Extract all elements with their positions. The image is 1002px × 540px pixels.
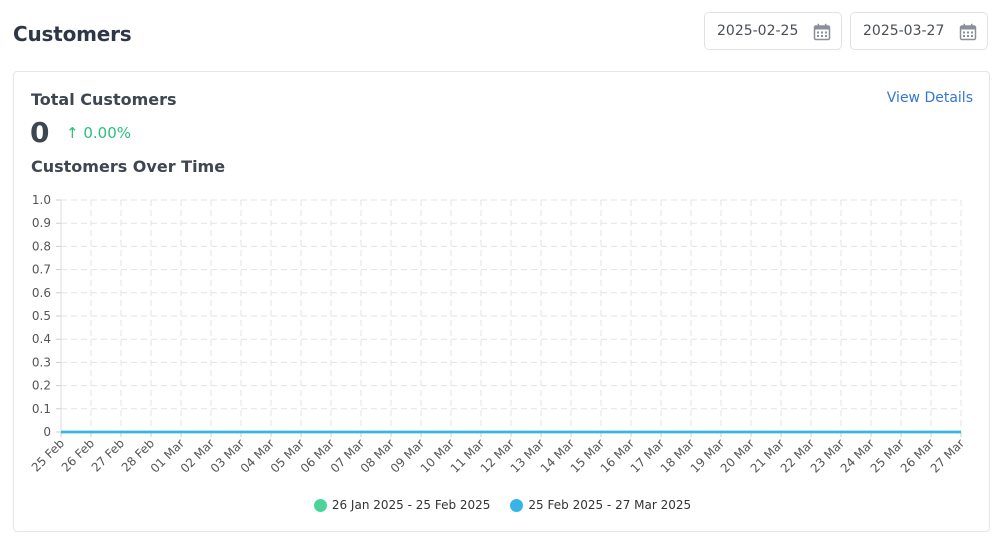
x-tick-label: 25 Feb	[29, 436, 67, 474]
chart-title: Customers Over Time	[31, 157, 226, 176]
y-tick-label: 0.5	[32, 309, 51, 323]
start-date-input[interactable]: 2025-02-25	[704, 12, 842, 50]
change-percentage: ↑ 0.00%	[66, 124, 131, 142]
legend-item[interactable]: 26 Jan 2025 - 25 Feb 2025	[313, 498, 491, 512]
calendar-icon[interactable]	[959, 23, 977, 41]
y-tick-label: 0.7	[32, 263, 51, 277]
legend-label: 25 Feb 2025 - 27 Mar 2025	[528, 498, 692, 512]
customers-line-chart: 1.0 0.9 0.8 0.7 0.6 0.5 0.4 0.3 0.2 0.1 025 Feb26 …	[29, 193, 967, 476]
y-tick-label: 0.4	[32, 332, 51, 346]
total-customers-value: 0	[30, 116, 50, 149]
y-tick-label: 0.8	[32, 239, 51, 253]
y-tick-label: 0.9	[32, 216, 51, 230]
y-tick-label: 0.3	[32, 355, 51, 369]
calendar-icon[interactable]	[813, 23, 831, 41]
total-customers-card: Total Customers View Details 0 ↑ 0.00% C…	[13, 71, 990, 532]
card-title: Total Customers	[31, 90, 177, 109]
x-tick-label: 26 Feb	[59, 436, 97, 474]
y-tick-label: 0.2	[32, 379, 51, 393]
start-date-value: 2025-02-25	[717, 23, 799, 39]
x-tick-label: 27 Feb	[89, 436, 127, 474]
chart-legend: 26 Jan 2025 - 25 Feb 2025 25 Feb 2025 - 2…	[14, 498, 991, 512]
end-date-input[interactable]: 2025-03-27	[850, 12, 988, 50]
view-details-link[interactable]: View Details	[886, 90, 973, 106]
y-tick-label: 0.1	[32, 402, 51, 416]
end-date-value: 2025-03-27	[863, 23, 945, 39]
legend-swatch	[510, 498, 524, 512]
y-tick-label: 0	[43, 425, 51, 439]
page-title: Customers	[13, 22, 132, 46]
legend-label: 26 Jan 2025 - 25 Feb 2025	[331, 498, 491, 512]
y-tick-label: 0.6	[32, 286, 51, 300]
legend-swatch	[313, 498, 327, 512]
y-tick-label: 1.0	[32, 193, 51, 207]
legend-item[interactable]: 25 Feb 2025 - 27 Mar 2025	[510, 498, 691, 512]
x-tick-label: 27 Mar	[928, 436, 967, 475]
